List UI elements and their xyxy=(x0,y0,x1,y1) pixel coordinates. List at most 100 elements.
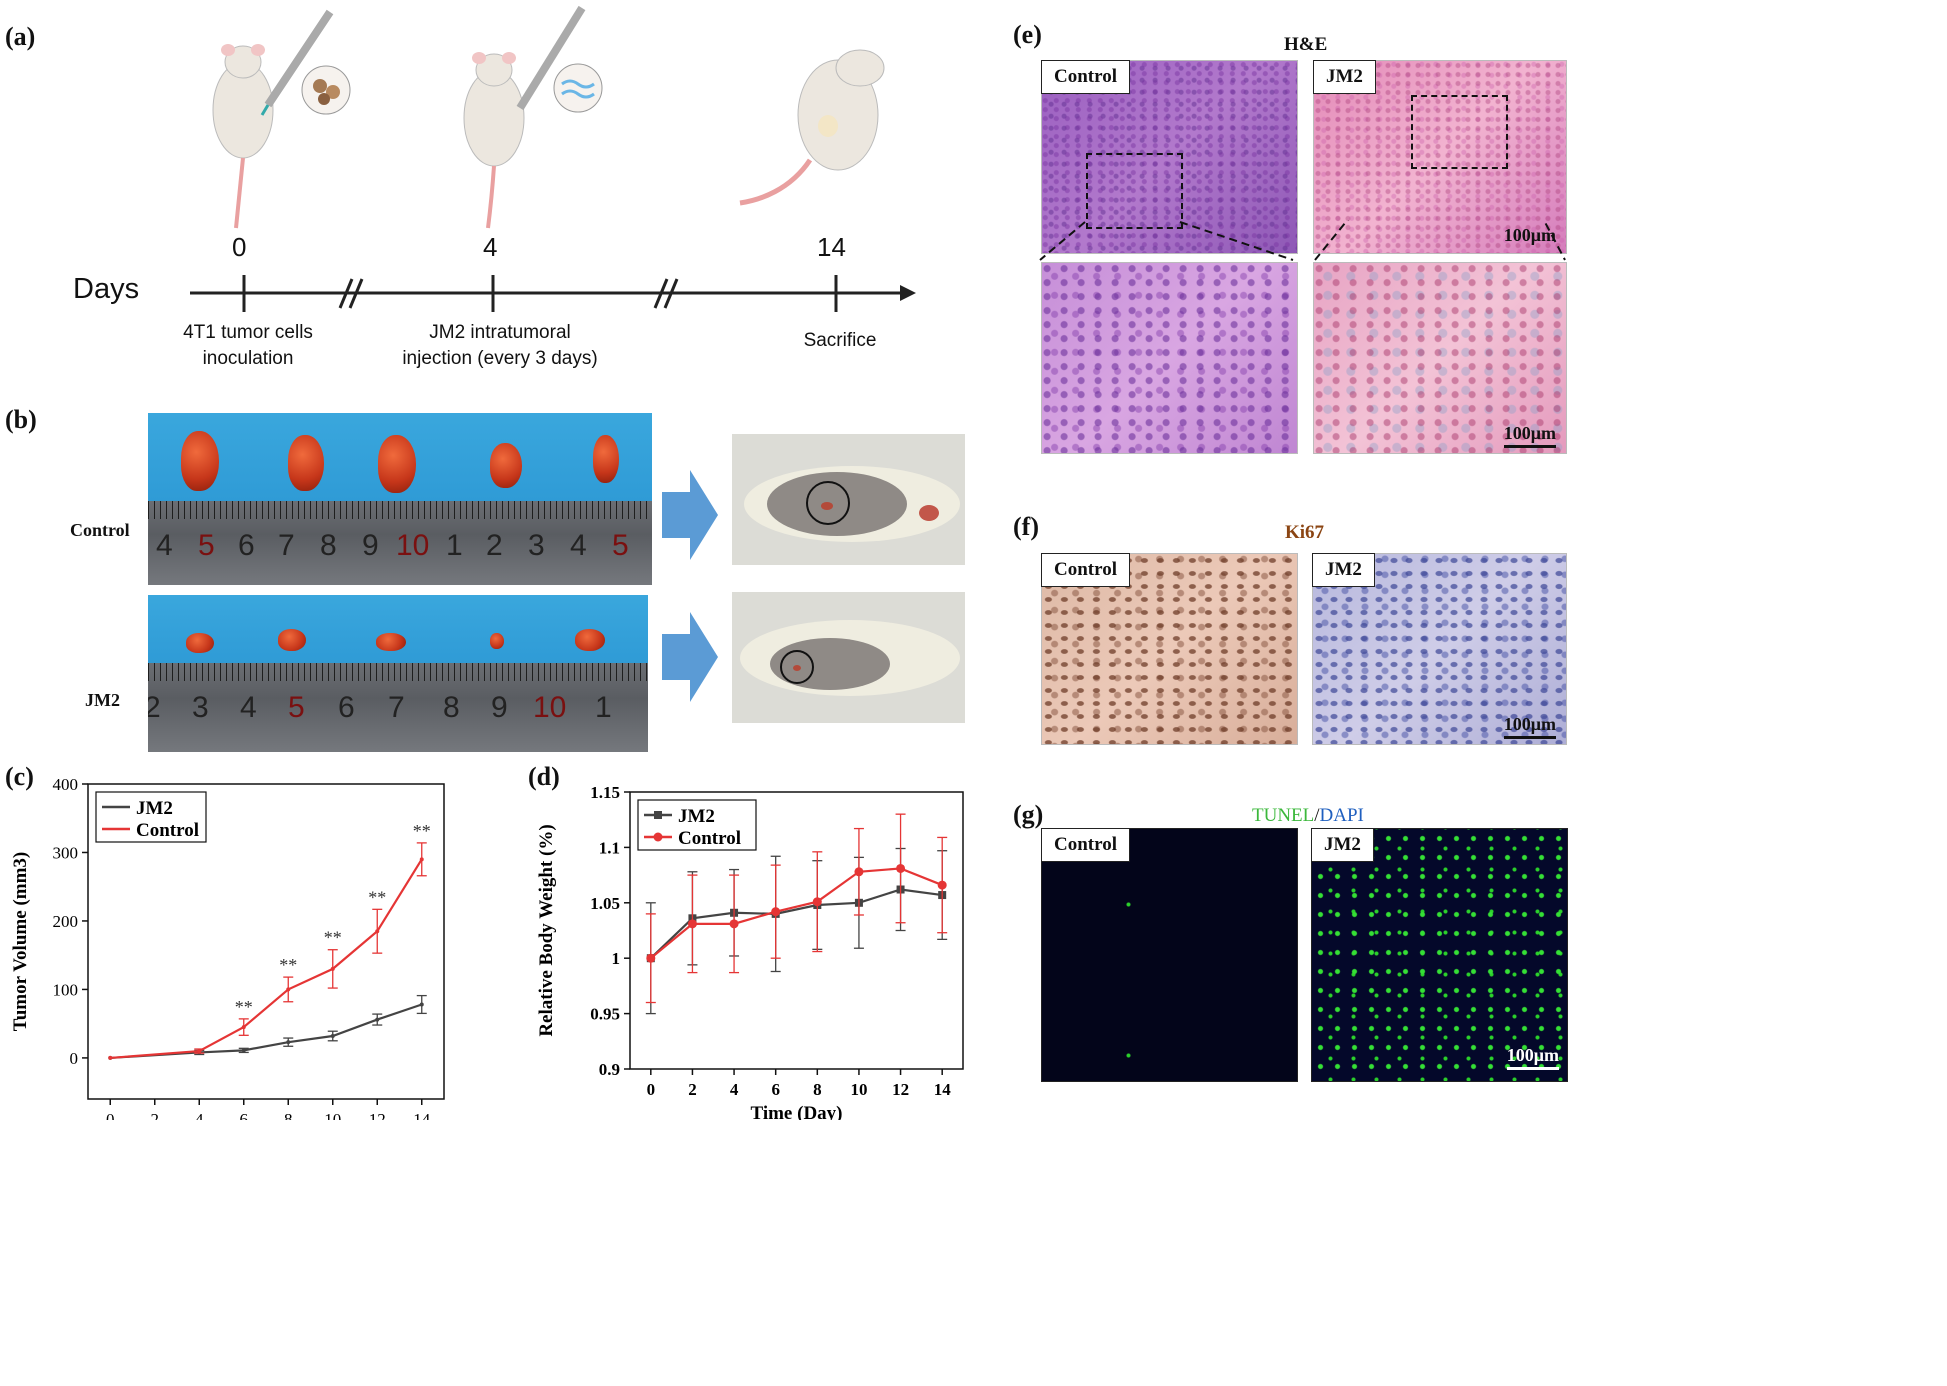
syringe-icon xyxy=(516,5,586,111)
axis-break-mark xyxy=(338,278,354,309)
group-label-jm2: JM2 xyxy=(85,690,120,710)
y-tick-label: 200 xyxy=(53,912,79,931)
ruler-number: 5 xyxy=(198,529,215,562)
panel-label-b: (b) xyxy=(5,405,37,434)
jm2-tumor-photo: 2 3 4 5 6 7 8 9 10 1 xyxy=(148,595,648,752)
x-tick-label: 6 xyxy=(240,1110,249,1120)
axis-break-mark xyxy=(653,278,669,309)
timeline-tick-0: 0 xyxy=(232,232,247,262)
x-tick-label: 12 xyxy=(892,1080,909,1099)
y-axis-label: Tumor Volume (mm3) xyxy=(10,852,31,1031)
arrow-right-icon xyxy=(662,470,718,560)
scale-bar: 100μm xyxy=(1503,423,1556,448)
ruler-number: 1 xyxy=(595,691,612,724)
legend-label: Control xyxy=(136,820,199,841)
event-line: injection (every 3 days) xyxy=(402,348,598,369)
ruler-number: 6 xyxy=(238,529,255,562)
legend-label: JM2 xyxy=(678,806,715,827)
ruler-number: 4 xyxy=(240,691,257,724)
data-point xyxy=(375,929,380,934)
ruler-number: 4 xyxy=(570,529,587,562)
x-axis-label: Time (Day) xyxy=(751,1103,843,1120)
tunel-title: TUNEL xyxy=(1252,805,1315,826)
ruler-number: 4 xyxy=(156,529,173,562)
data-point xyxy=(375,1017,380,1022)
ruler-number: 1 xyxy=(446,529,463,562)
ruler-number: 2 xyxy=(486,529,503,562)
x-tick-label: 0 xyxy=(106,1110,115,1120)
significance-marker: ** xyxy=(235,997,253,1017)
series-line-jm2 xyxy=(110,1003,423,1060)
ruler-number: 6 xyxy=(338,691,355,724)
scale-label: 100μm xyxy=(1506,1045,1559,1065)
tunel-jm2-image: 100μm xyxy=(1311,828,1568,1082)
legend-label: JM2 xyxy=(136,798,173,819)
scale-label: 100μm xyxy=(1503,714,1556,734)
y-tick-label: 100 xyxy=(53,980,79,999)
scale-bar: 100μm xyxy=(1504,225,1556,246)
series-line-control xyxy=(650,867,943,960)
tumor-volume-chart: 024681012140100200300400Time (Day)Tumor … xyxy=(10,775,445,1120)
timeline-event-injection: JM2 intratumoral injection (every 3 days… xyxy=(390,320,610,372)
y-tick-label: 0.9 xyxy=(599,1060,620,1079)
ki67-title: Ki67 xyxy=(1285,522,1325,543)
event-line: inoculation xyxy=(202,348,294,369)
body-weight-chart: 0 2 4 6 8 10 12 14 0.9 0.95 1 1.05 1.1 1.15 Time (Day)… xyxy=(536,783,964,1120)
drug-molecule-icon xyxy=(553,63,603,113)
timeline-tick-14: 14 xyxy=(817,232,846,262)
ruler-number: 5 xyxy=(288,691,305,724)
data-point xyxy=(286,987,291,992)
x-tick-label: 10 xyxy=(850,1080,867,1099)
significance-marker: ** xyxy=(413,821,431,841)
ruler-number: 10 xyxy=(533,691,567,724)
x-tick-label: 12 xyxy=(369,1110,386,1120)
plot-frame xyxy=(87,783,445,1100)
ruler-number: 7 xyxy=(278,529,295,562)
he-jm2-label: JM2 xyxy=(1313,60,1376,94)
legend-marker xyxy=(653,832,663,842)
mouse-icon xyxy=(212,44,274,229)
y-tick-label: 1.05 xyxy=(590,894,620,913)
ruler-number: 2 xyxy=(148,691,161,724)
data-point xyxy=(419,857,424,862)
x-tick-label: 0 xyxy=(647,1080,656,1099)
he-control-zoom-image xyxy=(1041,262,1298,454)
legend-label: Control xyxy=(678,828,741,849)
ruler-number: 9 xyxy=(362,529,379,562)
syringe-icon xyxy=(260,9,334,116)
tunel-control-label: Control xyxy=(1041,828,1130,862)
data-point xyxy=(937,880,947,890)
x-tick-label: 2 xyxy=(151,1110,160,1120)
zoom-region-box xyxy=(1411,95,1508,169)
y-tick-label: 0 xyxy=(70,1049,79,1068)
legend-box xyxy=(95,791,207,843)
data-point xyxy=(646,953,656,963)
tumor-cells-icon xyxy=(301,65,351,115)
ruler-number: 8 xyxy=(320,529,337,562)
x-tick-label: 14 xyxy=(934,1080,952,1099)
significance-marker: ** xyxy=(368,887,386,907)
ki67-control-label: Control xyxy=(1041,553,1130,587)
y-tick-label: 1.1 xyxy=(599,838,620,857)
timeline-event-inoculation: 4T1 tumor cells inoculation xyxy=(168,320,328,372)
title-separator: / xyxy=(1314,805,1320,826)
y-tick-label: 400 xyxy=(53,775,79,794)
legend-box xyxy=(637,799,757,851)
legend-marker xyxy=(654,811,662,819)
ruler-number: 3 xyxy=(192,691,209,724)
x-tick-label: 10 xyxy=(324,1110,341,1120)
x-tick-label: 4 xyxy=(195,1110,204,1120)
scale-label: 100μm xyxy=(1503,225,1556,245)
arrow-right-icon xyxy=(662,612,718,702)
panel-label-c: (c) xyxy=(5,762,34,791)
tunel-control-image xyxy=(1041,828,1298,1082)
data-point xyxy=(241,1048,246,1053)
zoom-connector-lines xyxy=(1039,220,1566,261)
scale-bar: 100μm xyxy=(1506,1045,1559,1070)
tunel-dapi-title: TUNEL/DAPI xyxy=(1252,805,1364,827)
data-point xyxy=(687,919,697,929)
ruler-number: 5 xyxy=(612,529,629,562)
timeline-axis-label: Days xyxy=(73,273,140,305)
zoom-region-box xyxy=(1086,153,1183,229)
series-line-jm2 xyxy=(650,888,943,959)
